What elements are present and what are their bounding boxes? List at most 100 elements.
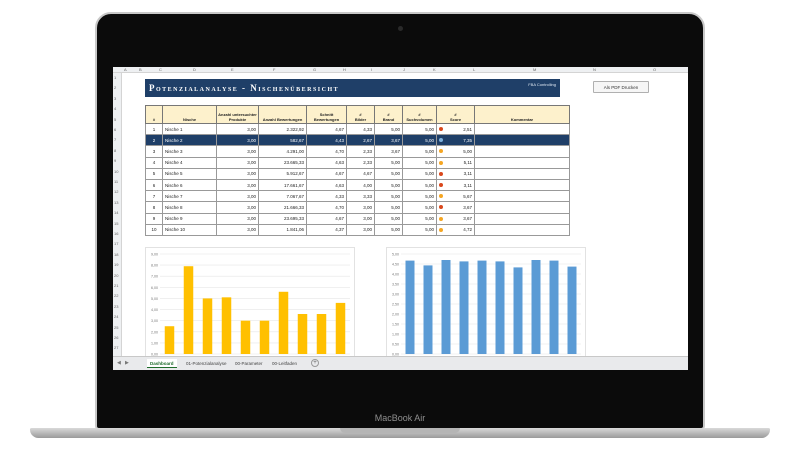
row-number[interactable]: 2 bbox=[114, 85, 117, 91]
cell-anzahl[interactable]: 3,00 bbox=[216, 212, 259, 225]
cell-name[interactable]: Nische 6 bbox=[162, 178, 217, 192]
table-row[interactable]: 6 Nische 6 3,00 17.661,67 4,63 4,00 5,00 5,00 3,… bbox=[145, 178, 570, 192]
bar[interactable] bbox=[405, 260, 415, 354]
cell-score[interactable]: 2,51 bbox=[436, 122, 475, 136]
cell-kommentar[interactable] bbox=[474, 134, 570, 147]
cell-brand[interactable]: 5,00 bbox=[374, 201, 403, 214]
column-letter[interactable]: J bbox=[403, 67, 405, 72]
row-number[interactable]: 7 bbox=[114, 137, 117, 143]
row-number[interactable]: 17 bbox=[114, 241, 119, 247]
cell-such[interactable]: 5,00 bbox=[402, 156, 437, 169]
row-number[interactable]: 26 bbox=[114, 335, 119, 340]
bar[interactable] bbox=[441, 260, 451, 354]
cell-such[interactable]: 5,00 bbox=[402, 134, 437, 147]
cell-score[interactable]: 3,11 bbox=[436, 178, 475, 192]
cell-such[interactable]: 5,00 bbox=[402, 223, 437, 236]
cell-kommentar[interactable] bbox=[474, 167, 570, 180]
cell-schnitt[interactable]: 4,67 bbox=[306, 167, 347, 180]
cell-name[interactable]: Nische 1 bbox=[162, 122, 217, 136]
cell-score[interactable]: 7,35 bbox=[436, 134, 475, 147]
cell-schnitt[interactable]: 4,63 bbox=[306, 178, 347, 192]
tab-dashboard[interactable]: Dashboard bbox=[147, 359, 177, 368]
cell-such[interactable]: 5,00 bbox=[402, 167, 437, 180]
cell-bewertungen[interactable]: 1.841,06 bbox=[258, 223, 307, 236]
cell-brand[interactable]: 3,67 bbox=[374, 134, 403, 147]
cell-name[interactable]: Nische 3 bbox=[162, 145, 217, 158]
cell-anzahl[interactable]: 3,00 bbox=[216, 122, 259, 136]
bar[interactable] bbox=[183, 266, 194, 354]
row-number[interactable]: 20 bbox=[114, 272, 119, 278]
cell-such[interactable]: 5,00 bbox=[402, 145, 437, 158]
row-number[interactable]: 24 bbox=[114, 314, 119, 320]
cell-bewertungen[interactable]: 17.661,67 bbox=[258, 178, 307, 192]
cell-anzahl[interactable]: 3,00 bbox=[216, 178, 259, 192]
cell-bilder[interactable]: 2,33 bbox=[346, 156, 375, 169]
cell-brand[interactable]: 5,00 bbox=[374, 212, 403, 225]
cell-bilder[interactable]: 3,00 bbox=[346, 212, 375, 225]
table-row[interactable]: 8 Nische 8 3,00 21.666,33 4,70 3,00 5,00 5,00 3,… bbox=[145, 201, 570, 214]
bar[interactable] bbox=[459, 261, 469, 354]
tab-next-icon[interactable]: ▶ bbox=[125, 360, 129, 366]
column-letter[interactable]: E bbox=[231, 67, 234, 72]
bar[interactable] bbox=[221, 297, 232, 354]
bar[interactable] bbox=[477, 260, 487, 354]
column-letter[interactable]: K bbox=[433, 67, 436, 72]
cell-kommentar[interactable] bbox=[474, 223, 570, 236]
cell-brand[interactable]: 5,00 bbox=[374, 156, 403, 169]
cell-anzahl[interactable]: 3,00 bbox=[216, 134, 259, 147]
row-number[interactable]: 22 bbox=[114, 293, 119, 299]
row-number[interactable]: 21 bbox=[114, 283, 119, 288]
row-number[interactable]: 14 bbox=[114, 210, 119, 216]
row-number[interactable]: 23 bbox=[114, 303, 119, 309]
cell-bilder[interactable]: 3,00 bbox=[346, 223, 375, 236]
cell-bewertungen[interactable]: 4.291,00 bbox=[258, 145, 307, 158]
table-row[interactable]: 1 Nische 1 3,00 2.322,92 4,67 4,33 5,00 5,00 2,5… bbox=[145, 122, 570, 136]
cell-nr[interactable]: 10 bbox=[145, 223, 163, 236]
column-letter[interactable]: A bbox=[124, 67, 127, 72]
cell-name[interactable]: Nische 7 bbox=[162, 190, 217, 203]
tab-parameter[interactable]: 00-Parameter bbox=[235, 361, 263, 366]
cell-kommentar[interactable] bbox=[474, 212, 570, 225]
cell-name[interactable]: Nische 5 bbox=[162, 167, 217, 180]
cell-bilder[interactable]: 4,67 bbox=[346, 167, 375, 180]
cell-name[interactable]: Nische 4 bbox=[162, 156, 217, 169]
cell-name[interactable]: Nische 10 bbox=[162, 223, 217, 236]
cell-bewertungen[interactable]: 21.666,33 bbox=[258, 201, 307, 214]
cell-schnitt[interactable]: 4,67 bbox=[306, 122, 347, 136]
cell-schnitt[interactable]: 4,33 bbox=[306, 190, 347, 203]
bar[interactable] bbox=[335, 302, 346, 354]
bar[interactable] bbox=[240, 320, 251, 354]
cell-nr[interactable]: 1 bbox=[145, 122, 163, 136]
cell-nr[interactable]: 5 bbox=[145, 167, 163, 180]
cell-bilder[interactable]: 4,00 bbox=[346, 178, 375, 192]
table-row[interactable]: 10 Nische 10 3,00 1.841,06 4,37 3,00 5,00 5,00 4… bbox=[145, 223, 570, 236]
cell-kommentar[interactable] bbox=[474, 190, 570, 203]
row-number[interactable]: 15 bbox=[114, 220, 119, 226]
bar[interactable] bbox=[202, 298, 213, 354]
row-number[interactable]: 12 bbox=[114, 189, 119, 195]
cell-nr[interactable]: 8 bbox=[145, 201, 163, 214]
column-letter[interactable]: N bbox=[593, 67, 596, 72]
cell-brand[interactable]: 3,67 bbox=[374, 145, 403, 158]
row-number[interactable]: 4 bbox=[114, 106, 117, 112]
cell-score[interactable]: 5,11 bbox=[436, 156, 475, 169]
cell-brand[interactable]: 5,00 bbox=[374, 167, 403, 180]
cell-name[interactable]: Nische 8 bbox=[162, 201, 217, 214]
column-letter[interactable]: D bbox=[193, 67, 196, 72]
column-letter[interactable]: C bbox=[159, 67, 162, 72]
bar[interactable] bbox=[164, 326, 175, 354]
cell-brand[interactable]: 5,00 bbox=[374, 190, 403, 203]
bar[interactable] bbox=[423, 265, 433, 354]
table-row[interactable]: 4 Nische 4 3,00 23.665,33 4,63 2,33 5,00 5,00 5,… bbox=[145, 156, 570, 169]
cell-kommentar[interactable] bbox=[474, 201, 570, 214]
cell-bewertungen[interactable]: 23.695,33 bbox=[258, 212, 307, 225]
cell-kommentar[interactable] bbox=[474, 122, 570, 136]
bar[interactable] bbox=[278, 291, 289, 354]
column-letter[interactable]: F bbox=[273, 67, 276, 72]
bar[interactable] bbox=[316, 314, 327, 354]
row-number[interactable]: 5 bbox=[114, 116, 117, 122]
cell-nr[interactable]: 6 bbox=[145, 178, 163, 192]
cell-kommentar[interactable] bbox=[474, 156, 570, 169]
bar[interactable] bbox=[531, 260, 541, 354]
cell-score[interactable]: 3,67 bbox=[436, 212, 475, 225]
